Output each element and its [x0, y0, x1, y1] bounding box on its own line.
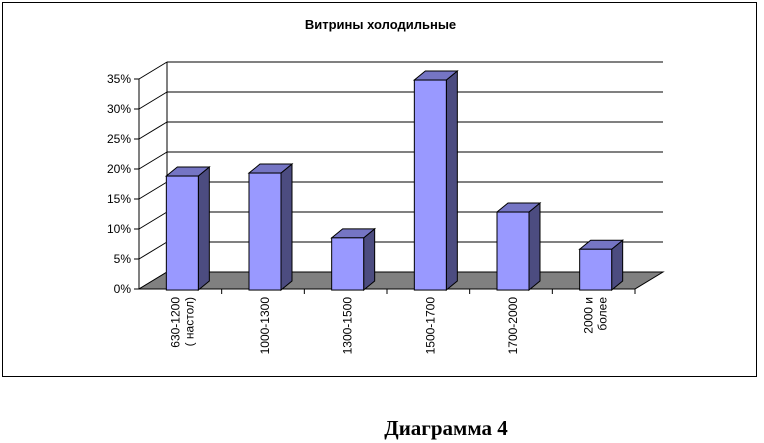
bar-chart: 0% 5% 10% 15% 20% 25% 30% 35% 630-1200( настол) 1…	[107, 61, 665, 355]
bar-0	[165, 175, 199, 291]
y-tick-label-1: 5%	[114, 252, 132, 266]
x-tick-label-0: 630-1200( настол)	[168, 297, 196, 348]
x-tick-label-line: 1300-1500	[341, 297, 355, 355]
x-tick-label-3: 1500-1700	[423, 297, 437, 355]
bar-4	[496, 211, 530, 291]
x-tick-label-line: 1000-1300	[258, 297, 272, 355]
y-tick-label-4: 20%	[107, 162, 131, 176]
bar-2	[331, 237, 365, 291]
wall-gridline-4	[138, 151, 168, 170]
y-tick-label-7: 35%	[107, 72, 131, 86]
bar-side-1	[280, 162, 293, 292]
wall-gridline-1	[138, 241, 168, 260]
y-tick-label-0: 0%	[114, 282, 132, 296]
bar-side-3	[445, 69, 458, 292]
x-tick-label-line: 2000 и	[582, 297, 596, 334]
x-tick-label-line: ( настол)	[182, 297, 196, 346]
bar-side-4	[528, 201, 541, 292]
x-tick-label-line: 1700-2000	[506, 297, 520, 355]
figure-caption: Диаграмма 4	[384, 416, 508, 440]
x-tick-label-4: 1700-2000	[506, 297, 520, 355]
x-tick-label-2: 1300-1500	[341, 297, 355, 355]
bar-side-2	[363, 227, 376, 292]
chart-frame: 0% 5% 10% 15% 20% 25% 30% 35% 630-1200( настол) 1…	[2, 2, 757, 377]
x-tick-label-line: более	[596, 297, 610, 331]
wall-gridline-2	[138, 211, 168, 230]
bar-5	[579, 248, 613, 291]
x-tick-label-5: 2000 иболее	[582, 297, 610, 334]
wall-gridline-7	[138, 61, 168, 80]
x-tick-label-1: 1000-1300	[258, 297, 272, 355]
bar-side-0	[197, 165, 210, 292]
wall-gridline-5	[138, 121, 168, 140]
x-tick-label-line: 630-1200	[168, 297, 182, 348]
bar-1	[248, 172, 282, 291]
wall-gridline-3	[138, 181, 168, 200]
y-tick-label-3: 15%	[107, 192, 131, 206]
y-tick-label-5: 25%	[107, 132, 131, 146]
y-tick-label-6: 30%	[107, 102, 131, 116]
chart-title: Витрины холодильные	[304, 17, 457, 32]
wall-gridline-6	[138, 91, 168, 110]
x-tick-label-line: 1500-1700	[423, 297, 437, 355]
y-tick-label-2: 10%	[107, 222, 131, 236]
bar-3	[413, 79, 447, 291]
